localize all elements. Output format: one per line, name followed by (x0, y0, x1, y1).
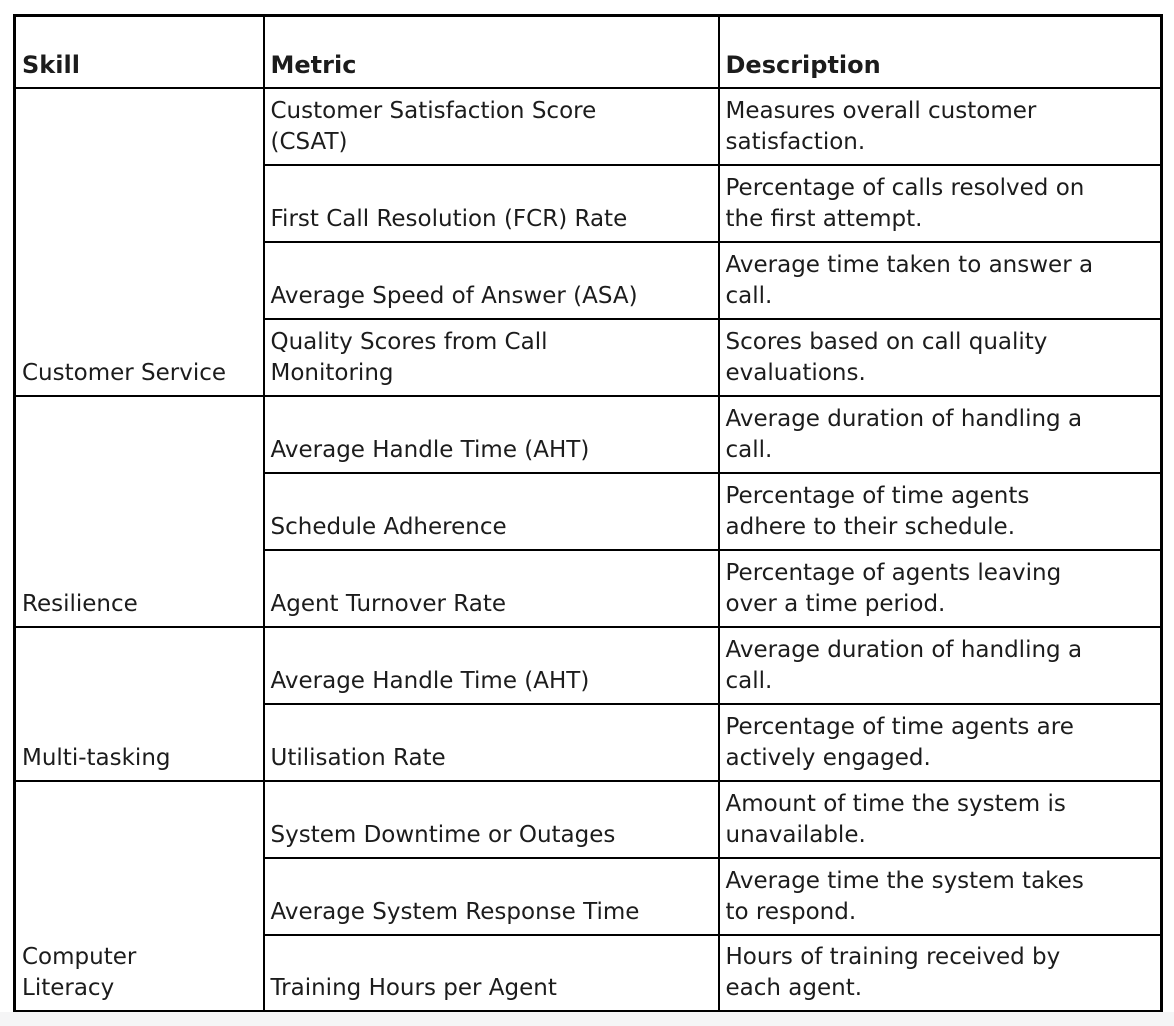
table-row: Computer Literacy System Downtime or Out… (13, 779, 1163, 1013)
column-header-description: Description (717, 14, 1163, 89)
table-row: Average Speed of Answer (ASA) Average ti… (15, 240, 1163, 320)
description-cell: Percentage of time agents are actively e… (717, 702, 1163, 782)
metric-cell: Average Handle Time (AHT) (262, 394, 720, 474)
metric-cell: System Downtime or Outages (262, 779, 720, 859)
table-row: Quality Scores from Call Monitoring Scor… (15, 317, 1163, 397)
table-row: Agent Turnover Rate Percentage of agents… (15, 548, 1163, 628)
table-row: Customer Service Customer Satisfaction S… (13, 86, 1163, 397)
description-cell: Average time taken to answer a call. (717, 240, 1163, 320)
description-cell: Average duration of handling a call. (717, 394, 1163, 474)
skills-metrics-table: Skill Metric Description Customer Servic… (13, 14, 1163, 1013)
bottom-strip (0, 1012, 1174, 1026)
description-cell: Hours of training received by each agent… (717, 933, 1163, 1013)
metric-cell: Average Speed of Answer (ASA) (262, 240, 720, 320)
table-row: First Call Resolution (FCR) Rate Percent… (15, 163, 1163, 243)
table-row: Average System Response Time Average tim… (15, 856, 1163, 936)
metric-cell: Customer Satisfaction Score (CSAT) (262, 86, 720, 166)
metric-cell: Average System Response Time (262, 856, 720, 936)
table-row: Multi-tasking Average Handle Time (AHT) … (13, 625, 1163, 782)
metric-cell: Training Hours per Agent (262, 933, 720, 1013)
column-header-metric: Metric (262, 14, 720, 89)
table-row: Resilience Average Handle Time (AHT) Ave… (13, 394, 1163, 628)
skill-cell: Computer Literacy (13, 779, 265, 1013)
metric-cell: First Call Resolution (FCR) Rate (262, 163, 720, 243)
header-row: Skill Metric Description (13, 14, 1163, 89)
metric-cell: Utilisation Rate (262, 702, 720, 782)
metric-cell: Quality Scores from Call Monitoring (262, 317, 720, 397)
metric-cell: Schedule Adherence (262, 471, 720, 551)
table-row: Schedule Adherence Percentage of time ag… (15, 471, 1163, 551)
metric-cell: Average Handle Time (AHT) (262, 625, 720, 705)
description-cell: Average time the system takes to respond… (717, 856, 1163, 936)
description-cell: Percentage of agents leaving over a time… (717, 548, 1163, 628)
table-row: Training Hours per Agent Hours of traini… (15, 933, 1163, 1013)
table-row: Utilisation Rate Percentage of time agen… (15, 702, 1163, 782)
description-cell: Average duration of handling a call. (717, 625, 1163, 705)
column-header-skill: Skill (13, 14, 265, 89)
skill-cell: Resilience (13, 394, 265, 628)
description-cell: Percentage of calls resolved on the firs… (717, 163, 1163, 243)
skill-cell: Customer Service (13, 86, 265, 397)
description-cell: Percentage of time agents adhere to thei… (717, 471, 1163, 551)
skill-cell: Multi-tasking (13, 625, 265, 782)
metric-cell: Agent Turnover Rate (262, 548, 720, 628)
description-cell: Measures overall customer satisfaction. (717, 86, 1163, 166)
description-cell: Amount of time the system is unavailable… (717, 779, 1163, 859)
description-cell: Scores based on call quality evaluations… (717, 317, 1163, 397)
